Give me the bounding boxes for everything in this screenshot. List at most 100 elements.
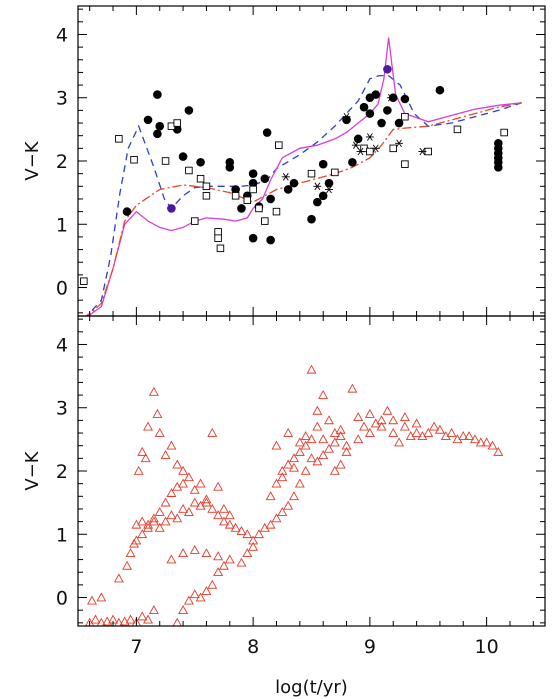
y-axis-label: V−K — [22, 140, 43, 180]
data-point-filled-circle — [394, 118, 404, 128]
data-point-open-square — [401, 160, 409, 168]
data-point-open-triangle — [96, 592, 107, 602]
data-point-open-triangle — [411, 418, 422, 428]
plot-area — [85, 364, 504, 626]
data-point-open-triangle — [446, 427, 457, 437]
data-point-open-triangle — [294, 446, 305, 456]
x-tick-label: 10 — [475, 636, 499, 658]
data-point-open-triangle — [148, 513, 159, 523]
data-point-open-triangle — [399, 412, 410, 422]
data-point-open-square — [401, 112, 409, 121]
data-point-filled-circle — [225, 163, 235, 172]
data-point-filled-circle — [237, 204, 246, 213]
data-point-open-triangle — [143, 519, 154, 529]
data-point-open-triangle — [172, 459, 183, 469]
data-point-open-triangle — [201, 497, 212, 507]
data-point-filled-circle — [143, 115, 153, 125]
data-point-open-triangle — [265, 519, 276, 529]
data-point-open-triangle — [166, 440, 177, 450]
data-point-open-square — [202, 192, 211, 200]
data-point-open-triangle — [306, 364, 317, 374]
data-point-open-triangle — [207, 427, 218, 437]
data-point-open-square — [214, 234, 222, 242]
data-point-open-triangle — [224, 519, 235, 529]
data-point-open-triangle — [152, 408, 163, 418]
x-tick-label: 8 — [247, 636, 259, 658]
data-point-open-triangle — [183, 595, 194, 605]
data-point-open-triangle — [154, 427, 165, 437]
x-tick-label: 7 — [130, 636, 142, 658]
data-point-open-triangle — [271, 513, 282, 523]
data-point-open-triangle — [294, 437, 305, 447]
data-point-open-triangle — [283, 427, 294, 437]
data-point-open-triangle — [137, 611, 148, 621]
data-point-open-triangle — [487, 440, 498, 450]
data-point-open-triangle — [154, 522, 165, 532]
data-point-open-triangle — [201, 586, 212, 596]
data-point-asterisk — [313, 182, 322, 191]
data-point-open-triangle — [353, 412, 364, 422]
data-point-open-square — [331, 168, 339, 177]
data-point-open-triangle — [475, 437, 486, 447]
data-point-open-triangle — [376, 421, 387, 431]
data-point-open-square — [366, 147, 374, 156]
data-point-open-square — [249, 185, 257, 194]
data-point-asterisk — [356, 147, 365, 156]
data-point-open-triangle — [306, 453, 317, 463]
data-point-open-triangle — [213, 551, 224, 561]
data-point-filled-circle — [184, 106, 194, 115]
data-point-filled-circle — [248, 178, 258, 188]
data-point-open-triangle — [195, 478, 206, 488]
data-point-open-triangle — [131, 535, 142, 545]
data-point-filled-circle — [318, 191, 328, 201]
data-point-open-square — [243, 196, 252, 204]
data-point-open-triangle — [341, 440, 352, 450]
data-point-open-triangle — [347, 383, 358, 393]
data-point-open-triangle — [481, 437, 492, 447]
data-point-open-triangle — [253, 529, 264, 539]
data-point-open-triangle — [335, 459, 346, 469]
data-point-asterisk — [395, 139, 404, 148]
data-point-filled-circle — [196, 157, 205, 167]
data-point-filled-circle — [365, 109, 375, 118]
data-point-filled-circle — [167, 204, 176, 213]
data-point-open-triangle — [399, 421, 410, 431]
data-point-open-triangle — [189, 544, 200, 554]
data-point-filled-circle — [324, 178, 334, 188]
data-point-open-triangle — [312, 456, 323, 466]
data-point-filled-circle — [289, 178, 299, 188]
data-point-open-triangle — [318, 434, 329, 444]
data-point-filled-circle — [435, 85, 445, 95]
data-point-open-triangle — [160, 516, 171, 526]
data-point-open-triangle — [248, 541, 259, 551]
data-point-open-triangle — [213, 567, 224, 577]
data-point-open-triangle — [166, 488, 177, 497]
data-point-open-triangle — [154, 506, 165, 516]
data-point-open-triangle — [178, 503, 189, 513]
data-point-open-triangle — [102, 616, 113, 626]
data-point-open-triangle — [140, 453, 151, 463]
data-point-open-triangle — [312, 421, 323, 431]
data-point-open-triangle — [137, 529, 148, 539]
model-line-dashed — [85, 74, 522, 316]
data-point-asterisk — [342, 112, 351, 121]
data-point-open-triangle — [122, 560, 132, 570]
axes-frame — [77, 5, 546, 317]
data-point-open-triangle — [148, 386, 159, 396]
data-point-open-triangle — [312, 405, 323, 415]
data-point-open-triangle — [166, 554, 177, 564]
data-point-open-triangle — [129, 538, 140, 548]
data-point-open-triangle — [224, 510, 235, 520]
data-point-open-triangle — [289, 462, 299, 472]
data-point-open-square — [216, 244, 225, 253]
data-point-open-square — [185, 166, 193, 175]
data-point-open-square — [255, 204, 263, 213]
data-point-open-triangle — [218, 503, 229, 513]
data-point-filled-circle — [262, 128, 272, 137]
data-point-open-triangle — [143, 614, 154, 624]
data-point-open-triangle — [376, 415, 387, 425]
data-point-open-triangle — [335, 431, 346, 441]
data-point-open-triangle — [148, 516, 159, 526]
data-point-open-triangle — [458, 431, 469, 441]
